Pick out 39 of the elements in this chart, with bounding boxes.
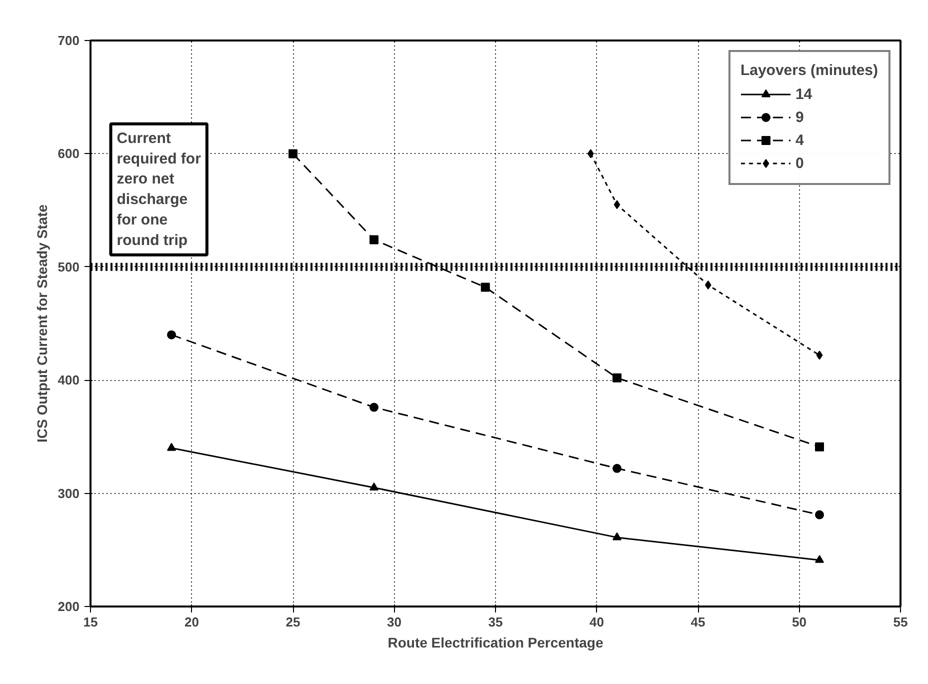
x-tick-label: 40 bbox=[590, 614, 604, 630]
x-tick-label: 15 bbox=[83, 614, 98, 630]
y-tick-label: 600 bbox=[58, 146, 80, 162]
legend-title: Layovers (minutes) bbox=[740, 62, 878, 79]
y-tick-label: 300 bbox=[58, 486, 80, 501]
x-tick-label: 45 bbox=[690, 614, 706, 630]
point bbox=[480, 282, 490, 292]
ref-line-label: Current required for zero net discharge for one round trip bbox=[116, 130, 202, 249]
x-tick-label: 20 bbox=[184, 614, 199, 630]
point bbox=[815, 442, 824, 452]
point bbox=[614, 200, 620, 210]
point bbox=[288, 149, 298, 158]
x-tick-label: 25 bbox=[286, 614, 300, 630]
y-tick-label: 400 bbox=[58, 372, 80, 388]
point bbox=[167, 442, 176, 451]
point bbox=[167, 330, 176, 340]
legend-label: 9 bbox=[795, 108, 805, 126]
point bbox=[370, 482, 378, 490]
x-tick-label: 30 bbox=[387, 614, 402, 630]
point bbox=[612, 464, 622, 473]
legend-label: 14 bbox=[795, 86, 814, 102]
point bbox=[815, 510, 824, 520]
point bbox=[370, 402, 378, 412]
point bbox=[370, 235, 378, 244]
x-tick-label: 50 bbox=[792, 614, 806, 630]
x-axis-title: Route Electrification Percentage bbox=[388, 634, 604, 650]
x-tick-label: 55 bbox=[893, 614, 908, 630]
point bbox=[816, 350, 823, 360]
point bbox=[612, 532, 622, 540]
y-axis-title: ICS Output Current for Steady State bbox=[34, 204, 50, 443]
y-tick-label: 200 bbox=[58, 599, 80, 614]
point bbox=[704, 280, 712, 290]
y-tick-label: 500 bbox=[58, 259, 80, 274]
legend-label: 4 bbox=[795, 132, 805, 148]
y-tick-label: 700 bbox=[58, 33, 80, 48]
x-tick-label: 35 bbox=[488, 614, 503, 630]
point bbox=[815, 554, 824, 563]
point bbox=[612, 373, 622, 382]
legend-label: 0 bbox=[795, 154, 805, 172]
